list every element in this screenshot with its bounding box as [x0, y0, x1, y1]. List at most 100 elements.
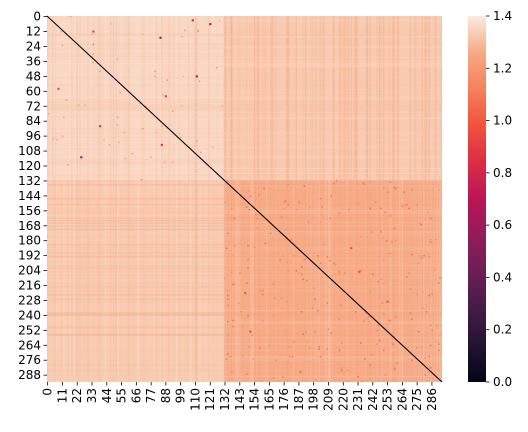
row-stripe	[47, 267, 442, 269]
speckle-cell	[227, 294, 229, 297]
speckle-cell	[314, 228, 316, 231]
column-stripe	[107, 16, 109, 382]
x-tick-label: 44	[100, 388, 114, 403]
row-stripe	[47, 180, 442, 182]
x-tick-label: 66	[129, 388, 143, 403]
column-stripe	[427, 16, 429, 382]
row-stripe	[47, 321, 442, 323]
speckle-cell	[232, 283, 235, 286]
speckle-cell	[421, 307, 424, 309]
outlier-cell	[358, 270, 361, 273]
x-tick-label: 198	[307, 388, 321, 411]
speckle-cell	[417, 330, 420, 333]
column-stripe	[251, 16, 253, 382]
speckle-cell	[233, 245, 236, 247]
speckle-cell	[380, 278, 382, 281]
speckle-cell	[346, 369, 349, 372]
speckle-cell	[171, 161, 174, 163]
column-stripe	[315, 16, 318, 382]
row-stripe	[47, 248, 442, 251]
column-stripe	[175, 16, 178, 382]
speckle-cell	[338, 212, 341, 215]
column-stripe	[52, 16, 54, 382]
speckle-cell	[245, 373, 248, 375]
speckle-cell	[142, 33, 144, 35]
speckle-cell	[377, 324, 380, 327]
row-stripe	[47, 261, 442, 263]
speckle-cell	[227, 321, 229, 323]
speckle-cell	[411, 318, 413, 320]
speckle-cell	[315, 379, 318, 381]
speckle-cell	[394, 316, 397, 318]
speckle-cell	[347, 208, 350, 211]
speckle-cell	[365, 312, 368, 314]
speckle-cell	[103, 139, 105, 141]
speckle-cell	[193, 145, 195, 147]
speckle-cell	[386, 191, 389, 194]
speckle-cell	[288, 355, 291, 358]
speckle-cell	[405, 203, 408, 206]
column-stripe	[100, 16, 103, 382]
row-stripe	[47, 349, 442, 351]
speckle-cell	[224, 201, 226, 203]
column-stripe	[126, 16, 128, 382]
speckle-cell	[390, 337, 393, 339]
speckle-cell	[241, 354, 244, 357]
speckle-cell	[411, 253, 413, 256]
speckle-cell	[225, 247, 228, 250]
column-stripe	[424, 16, 426, 382]
y-tick-label: 60	[26, 84, 41, 98]
column-stripe	[63, 16, 65, 382]
column-stripe	[59, 16, 61, 382]
column-stripe	[323, 16, 326, 382]
row-stripe	[47, 116, 442, 119]
speckle-cell	[333, 247, 335, 250]
column-stripe	[104, 16, 107, 382]
speckle-cell	[394, 187, 397, 190]
speckle-cell	[286, 236, 288, 238]
column-stripe	[314, 16, 316, 382]
speckle-cell	[227, 180, 229, 182]
speckle-cell	[200, 151, 202, 153]
speckle-cell	[279, 258, 282, 261]
speckle-cell	[420, 257, 423, 259]
x-tick-label: 176	[277, 388, 291, 411]
column-stripe	[435, 16, 437, 382]
outlier-cell	[386, 300, 389, 303]
row-stripe	[47, 268, 442, 270]
speckle-cell	[392, 343, 394, 345]
speckle-cell	[364, 319, 366, 322]
speckle-cell	[274, 297, 276, 299]
speckle-cell	[362, 182, 365, 185]
speckle-cell	[343, 272, 346, 274]
row-stripe	[47, 176, 442, 178]
x-tick-label: 209	[321, 388, 335, 411]
column-stripe	[401, 16, 404, 382]
row-stripe	[47, 252, 442, 254]
row-stripe	[47, 228, 442, 231]
column-stripe	[264, 16, 266, 382]
speckle-cell	[180, 136, 182, 138]
speckle-cell	[319, 197, 322, 200]
speckle-cell	[380, 207, 382, 210]
speckle-cell	[311, 307, 314, 309]
speckle-cell	[231, 370, 233, 373]
row-stripe	[47, 256, 442, 258]
speckle-cell	[229, 355, 232, 358]
column-stripe	[128, 16, 131, 382]
speckle-cell	[232, 255, 235, 257]
speckle-cell	[231, 207, 233, 210]
speckle-cell	[247, 258, 249, 261]
column-stripe	[353, 16, 355, 382]
column-stripe	[72, 16, 74, 382]
row-stripe	[47, 101, 442, 104]
column-stripe	[124, 16, 127, 382]
column-stripe	[345, 16, 347, 382]
speckle-cell	[382, 186, 385, 189]
speckle-cell	[287, 203, 290, 206]
column-stripe	[103, 16, 105, 382]
row-stripe	[47, 231, 442, 233]
column-stripe	[256, 16, 258, 382]
row-stripe	[47, 111, 442, 114]
speckle-cell	[65, 99, 68, 101]
